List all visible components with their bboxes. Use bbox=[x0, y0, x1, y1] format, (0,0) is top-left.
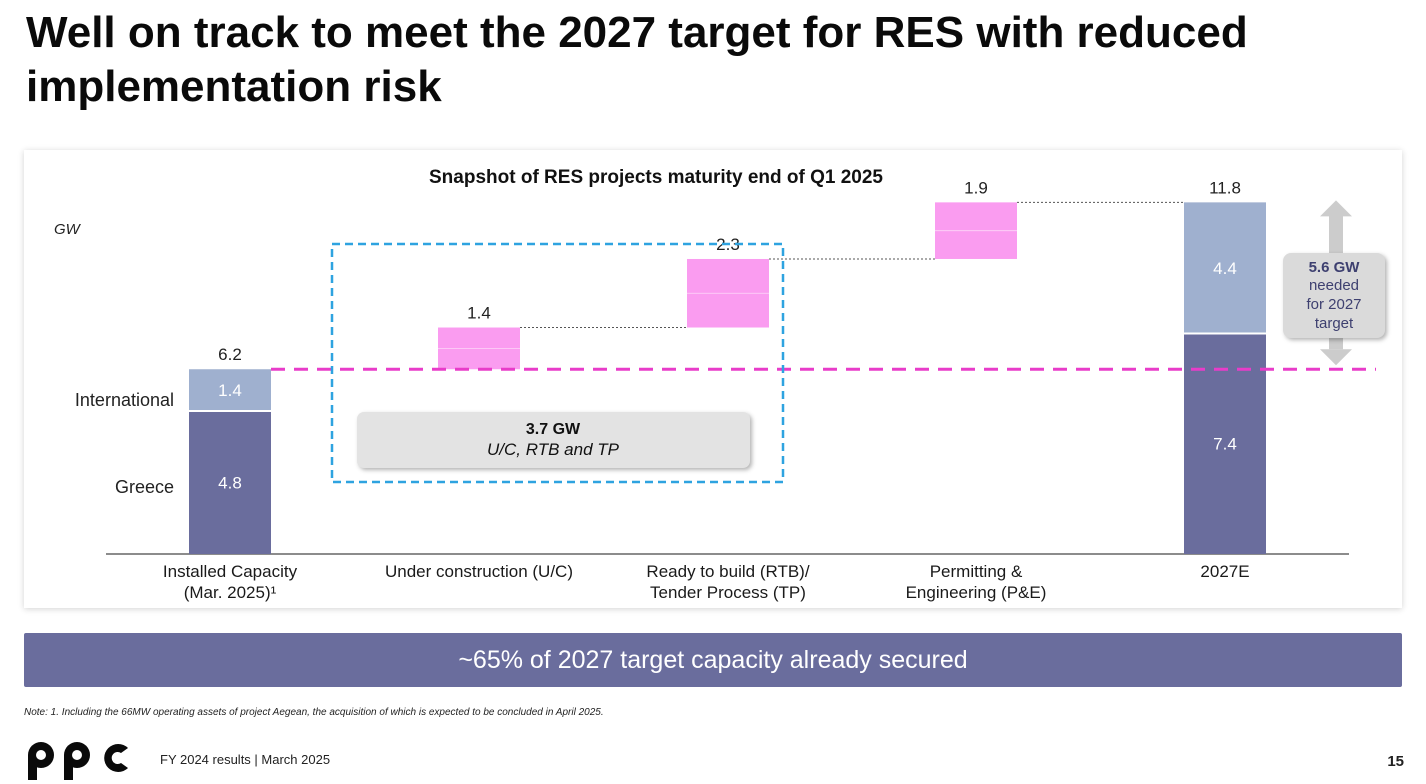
bar-segment-greece bbox=[189, 410, 271, 554]
bar-total-label: 11.8 bbox=[1209, 178, 1241, 197]
page-number: 15 bbox=[1387, 753, 1404, 770]
segment-value-label: 4.8 bbox=[218, 473, 242, 492]
summary-banner: ~65% of 2027 target capacity already sec… bbox=[24, 633, 1402, 687]
target-gap-line3: for 2027 bbox=[1306, 296, 1361, 313]
bar-total-label: 6.2 bbox=[218, 345, 242, 364]
annotation-line2: U/C, RTB and TP bbox=[487, 440, 620, 459]
bar-segment-international bbox=[189, 369, 271, 411]
target-gap-line1: 5.6 GW bbox=[1309, 259, 1361, 276]
increment-value-label: 1.4 bbox=[467, 304, 491, 323]
waterfall-chart: Snapshot of RES projects maturity end of… bbox=[54, 167, 1385, 602]
bar-segment-international bbox=[1184, 202, 1266, 334]
highlight-box bbox=[330, 242, 785, 484]
x-tick-label: Ready to build (RTB)/ bbox=[646, 562, 809, 581]
chart-title: Snapshot of RES projects maturity end of… bbox=[429, 167, 883, 188]
target-gap-line4: target bbox=[1315, 315, 1354, 332]
annotation-box bbox=[357, 412, 750, 468]
x-tick-label: Installed Capacity bbox=[163, 562, 298, 581]
increment-value-label: 1.9 bbox=[964, 178, 988, 197]
page-title: Well on track to meet the 2027 target fo… bbox=[26, 8, 1248, 111]
segment-value-label: 1.4 bbox=[218, 381, 242, 400]
arrow-head-down bbox=[1320, 349, 1352, 366]
target-gap-box bbox=[1283, 253, 1385, 338]
segment-value-label: 4.4 bbox=[1213, 259, 1237, 278]
x-tick-label: (Mar. 2025)¹ bbox=[184, 583, 277, 602]
arrow-head-up bbox=[1320, 200, 1352, 217]
footer-text: FY 2024 results | March 2025 bbox=[160, 752, 331, 767]
x-tick-label: Permitting & bbox=[930, 562, 1023, 581]
y-unit-label: GW bbox=[54, 221, 82, 238]
footnote: Note: 1. Including the 66MW operating as… bbox=[24, 707, 604, 718]
chart-panel: Snapshot of RES projects maturity end of… bbox=[24, 150, 1402, 608]
series-label-greece: Greece bbox=[115, 477, 174, 497]
segment-value-label: 7.4 bbox=[1213, 435, 1237, 454]
x-tick-label: Under construction (U/C) bbox=[385, 562, 573, 581]
ppc-logo bbox=[28, 742, 128, 780]
target-gap-line2: needed bbox=[1309, 277, 1359, 294]
x-tick-label: Tender Process (TP) bbox=[650, 583, 806, 602]
x-tick-label: 2027E bbox=[1200, 562, 1249, 581]
annotation-line1: 3.7 GW bbox=[526, 421, 581, 438]
x-tick-label: Engineering (P&E) bbox=[906, 583, 1047, 602]
series-label-international: International bbox=[75, 390, 174, 410]
